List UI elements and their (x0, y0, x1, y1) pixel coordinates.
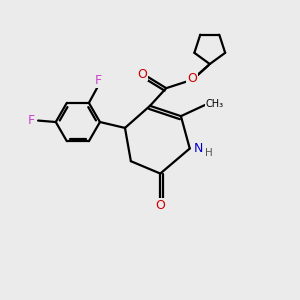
Text: O: O (155, 199, 165, 212)
Text: O: O (138, 68, 148, 80)
Text: F: F (95, 74, 102, 87)
Text: F: F (28, 114, 35, 127)
Text: O: O (187, 72, 197, 85)
Text: H: H (205, 148, 213, 158)
Text: N: N (193, 142, 203, 155)
Text: CH₃: CH₃ (206, 99, 224, 110)
